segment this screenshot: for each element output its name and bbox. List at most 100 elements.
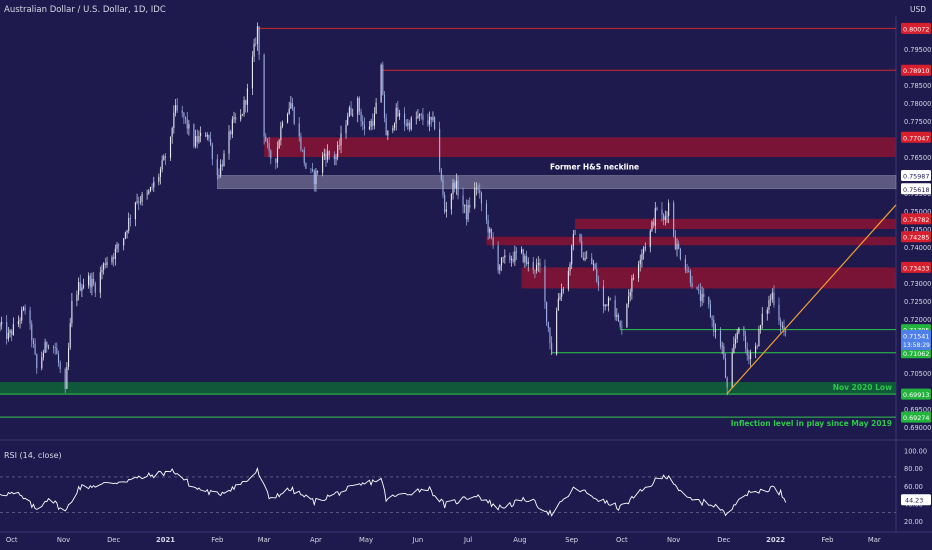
candle-body: [328, 151, 330, 156]
candle-body: [81, 287, 83, 291]
candle-body: [198, 136, 200, 143]
candle-body: [363, 124, 365, 130]
level-price-label: 0.75618: [903, 186, 929, 194]
rsi-value-label: 44.23: [905, 497, 923, 505]
rsi-title: RSI (14, close): [4, 451, 62, 460]
candle-body: [281, 122, 284, 127]
candle-body: [768, 300, 770, 310]
level-price-label: 0.69274: [903, 414, 929, 422]
candle-body: [474, 187, 476, 208]
candle-body: [714, 330, 717, 332]
last-price-badge: [901, 330, 931, 351]
candle-body: [430, 116, 432, 120]
candle-body: [220, 164, 222, 176]
candle-body: [76, 295, 78, 301]
candle-body: [398, 113, 401, 117]
candle-body: [126, 230, 128, 233]
candle-body: [141, 194, 143, 202]
ascending-trendline[interactable]: [726, 204, 897, 394]
candle-body: [465, 204, 467, 220]
candle-body: [480, 192, 482, 204]
candle-body: [216, 159, 218, 176]
candle-body: [47, 346, 50, 348]
candle-body: [327, 151, 329, 160]
candle-body: [118, 244, 120, 246]
price-tick-label: 0.78000: [904, 100, 931, 108]
price-tick-label: 0.72000: [904, 316, 931, 324]
candle-body: [205, 133, 207, 137]
candle-body: [551, 342, 553, 355]
price-tick-label: 0.79500: [904, 46, 931, 54]
candle-body: [246, 88, 248, 105]
candle-body: [368, 126, 370, 130]
candle-body: [138, 201, 140, 203]
candle-body: [547, 322, 549, 328]
candle-body: [223, 153, 225, 167]
candle-body: [185, 116, 187, 119]
candle-body: [678, 243, 680, 250]
level-price-label-bg: [901, 169, 931, 181]
candle-body: [153, 181, 155, 188]
candle-body: [19, 320, 21, 322]
candle-body: [21, 309, 23, 321]
rsi-tick-label: 100.00: [904, 447, 927, 455]
candle-body: [713, 319, 715, 332]
candle-body: [773, 292, 775, 305]
candle-body: [432, 117, 434, 120]
candle-body: [241, 114, 243, 115]
candle-body: [200, 133, 202, 137]
candle-body: [340, 133, 342, 146]
candle-body: [302, 149, 304, 151]
candle-body: [83, 285, 85, 288]
price-pane[interactable]: 0.800000.795000.790000.785000.780000.775…: [0, 16, 932, 532]
candle-body: [41, 357, 43, 369]
candle-body: [352, 114, 354, 116]
candle-body: [487, 220, 489, 233]
candle-body: [233, 117, 235, 120]
candle-body: [103, 263, 105, 270]
candle-body: [619, 321, 621, 327]
time-tick-label: Apr: [310, 536, 322, 544]
candle-body: [734, 338, 737, 344]
candle-body: [639, 259, 641, 265]
time-tick-label: Sep: [565, 536, 578, 544]
candle-body: [745, 336, 747, 349]
candle-body: [546, 301, 548, 323]
candle-body: [641, 253, 643, 260]
candle-body: [644, 247, 646, 249]
candle-body: [674, 236, 676, 250]
candle-body: [298, 123, 300, 137]
time-tick-label: Mar: [868, 536, 881, 544]
candle-body: [743, 327, 745, 337]
rsi-tick-label: 20.00: [904, 518, 923, 526]
candle-body: [606, 304, 608, 306]
candle-body: [604, 304, 606, 307]
candle-body: [52, 346, 55, 348]
candle-body: [176, 105, 178, 111]
price-tick-label: 0.77500: [904, 118, 931, 126]
level-annotation: Former H&S neckline: [550, 162, 639, 171]
resistance-zone: [521, 267, 896, 289]
resistance-zone: [575, 218, 896, 229]
candle-body: [322, 155, 324, 173]
candle-body: [383, 94, 386, 118]
candle-body: [415, 117, 417, 119]
candle-body: [651, 221, 653, 231]
neckline-zone: [217, 175, 897, 190]
time-tick-label: Jul: [463, 536, 472, 544]
candle-body: [559, 296, 561, 299]
candle-body: [770, 299, 772, 301]
candle-body: [188, 124, 190, 129]
candle-body: [251, 56, 253, 89]
candle-body: [181, 110, 183, 113]
candle-body: [708, 296, 710, 305]
resistance-zone: [264, 137, 897, 157]
candle-body: [733, 343, 735, 353]
candle-body: [748, 355, 750, 360]
candle-body: [781, 326, 783, 327]
candle-body: [79, 282, 81, 291]
level-price-label: 0.77047: [903, 134, 929, 142]
rsi-line: [0, 466, 787, 517]
